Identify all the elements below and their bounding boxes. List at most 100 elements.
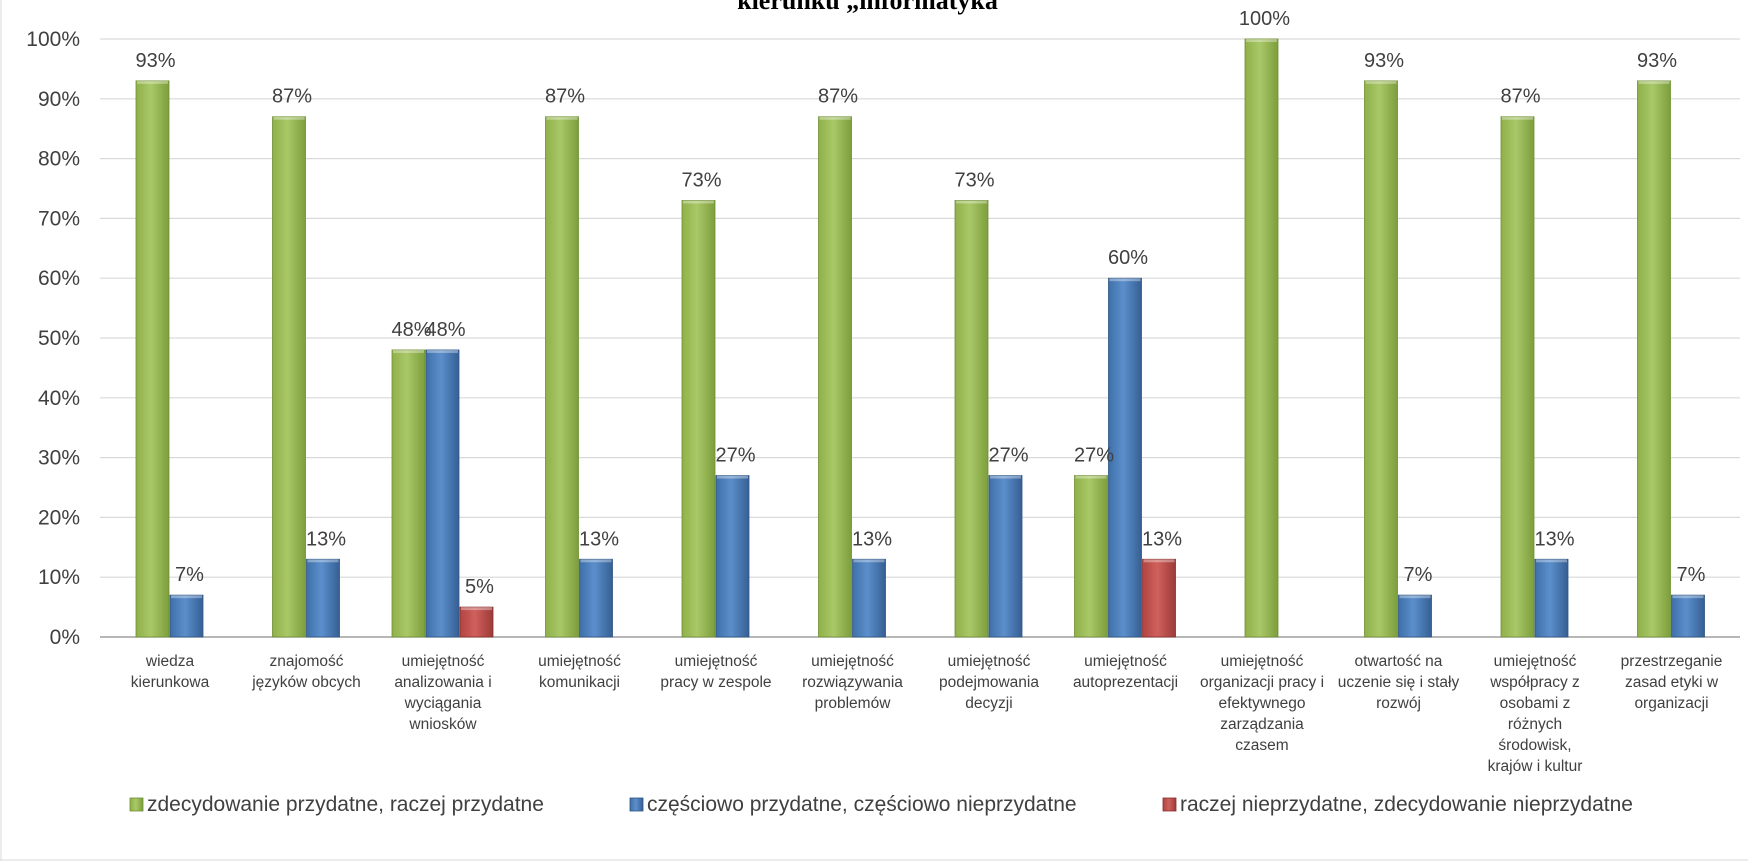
data-label: 87% bbox=[1500, 86, 1540, 108]
bar-series-1 bbox=[1244, 38, 1279, 638]
bar-series-2 bbox=[579, 558, 613, 638]
bar-highlight bbox=[683, 200, 714, 204]
bar-series-2 bbox=[425, 349, 460, 638]
bar-highlight bbox=[137, 80, 168, 84]
bar-highlight bbox=[956, 200, 987, 204]
legend-label-2: częściowo przydatne, częściowo nieprzyda… bbox=[647, 793, 1077, 816]
y-tick-label: 30% bbox=[38, 447, 80, 470]
data-label: 7% bbox=[1404, 564, 1433, 586]
bar-series-1 bbox=[954, 200, 989, 638]
labels-layer: 93% 7% wiedza kierunkowa 87% 13% znajomość języ… bbox=[131, 8, 1723, 775]
y-tick-label: 20% bbox=[38, 506, 80, 529]
legend-label-3: raczej nieprzydatne, zdecydowanie nieprz… bbox=[1180, 793, 1633, 816]
data-label: 13% bbox=[306, 528, 346, 550]
y-tick-label: 70% bbox=[38, 207, 80, 230]
data-label: 87% bbox=[272, 86, 312, 108]
bar-series-2 bbox=[1671, 594, 1705, 638]
bar-highlight bbox=[427, 349, 458, 353]
legend-label-1: zdecydowanie przydatne, raczej przydatne bbox=[147, 793, 544, 816]
bar-series-1 bbox=[818, 116, 852, 638]
data-label: 5% bbox=[465, 576, 494, 598]
category-label: umiejętność rozwiązywania problemów bbox=[802, 653, 903, 712]
data-label: 93% bbox=[1364, 50, 1404, 72]
bar-highlight bbox=[461, 607, 492, 611]
y-tick-label: 40% bbox=[38, 387, 80, 410]
bar-series-2 bbox=[1108, 277, 1142, 638]
category-label: umiejętność komunikacji bbox=[538, 653, 621, 691]
y-tick-label: 60% bbox=[38, 267, 80, 290]
category-label: przestrzeganie zasad etyki w organizacji bbox=[1621, 653, 1723, 712]
bar-series-2 bbox=[306, 558, 340, 638]
bar-highlight bbox=[273, 116, 305, 120]
category-label: wiedza kierunkowa bbox=[131, 653, 210, 691]
chart-title: kierunku „informatyka” bbox=[737, 0, 1011, 15]
bar-highlight bbox=[1502, 116, 1533, 120]
data-label: 93% bbox=[135, 50, 175, 72]
bar-series-1 bbox=[1074, 475, 1108, 638]
bars-layer bbox=[135, 38, 1705, 638]
data-label: 13% bbox=[1142, 528, 1182, 550]
data-label: 13% bbox=[852, 528, 892, 550]
data-label: 27% bbox=[715, 445, 755, 467]
category-label: otwartość na uczenie się i stały rozwój bbox=[1338, 653, 1460, 712]
category-label: znajomość języków obcych bbox=[251, 653, 361, 691]
category-label: umiejętność współpracy z osobami z różnych ś… bbox=[1488, 653, 1583, 775]
data-label: 73% bbox=[681, 169, 721, 191]
bar-highlight bbox=[1672, 595, 1704, 599]
category-label: umiejętność podejmowania decyzji bbox=[939, 653, 1039, 712]
bar-series-2 bbox=[852, 558, 886, 638]
bar-series-2 bbox=[169, 594, 204, 638]
bar-series-1 bbox=[1364, 80, 1398, 638]
bar-series-2 bbox=[1398, 594, 1432, 638]
category-label: umiejętność analizowania i wyciągania wnios… bbox=[394, 653, 491, 733]
bar-series-2 bbox=[1534, 558, 1569, 638]
bar-series-2 bbox=[988, 475, 1023, 638]
data-label: 7% bbox=[175, 564, 204, 586]
bar-series-1 bbox=[1500, 116, 1535, 638]
bar-series-1 bbox=[391, 349, 426, 638]
bar-highlight bbox=[717, 475, 748, 479]
y-tick-label: 100% bbox=[26, 28, 80, 51]
bar-highlight bbox=[546, 116, 578, 120]
data-label: 73% bbox=[954, 169, 994, 191]
bar-series-1 bbox=[681, 200, 716, 638]
legend-swatch-2 bbox=[629, 797, 644, 812]
bar-highlight bbox=[990, 475, 1021, 479]
data-label: 60% bbox=[1108, 247, 1148, 269]
data-label: 7% bbox=[1677, 564, 1706, 586]
bar-highlight bbox=[1075, 475, 1107, 479]
bar-highlight bbox=[393, 349, 424, 353]
bar-highlight bbox=[1109, 278, 1141, 282]
y-tick-label: 10% bbox=[38, 566, 80, 589]
data-label: 48% bbox=[425, 319, 465, 341]
bar-highlight bbox=[1143, 559, 1175, 563]
bar-highlight bbox=[853, 559, 885, 563]
data-label: 93% bbox=[1637, 50, 1677, 72]
bar-highlight bbox=[819, 116, 851, 120]
bar-series-3 bbox=[1142, 558, 1176, 638]
bar-highlight bbox=[307, 559, 339, 563]
bar-series-3 bbox=[459, 606, 494, 638]
category-label: umiejętność pracy w zespole bbox=[660, 653, 771, 691]
data-label: 13% bbox=[579, 528, 619, 550]
data-label: 100% bbox=[1239, 8, 1290, 30]
y-tick-label: 0% bbox=[50, 626, 80, 649]
bar-series-1 bbox=[135, 80, 170, 638]
category-label: umiejętność autoprezentacji bbox=[1073, 653, 1178, 691]
bar-highlight bbox=[580, 559, 612, 563]
y-tick-label: 50% bbox=[38, 327, 80, 350]
y-tick-label: 80% bbox=[38, 148, 80, 171]
data-label: 87% bbox=[818, 86, 858, 108]
legend-swatch-3 bbox=[1162, 797, 1177, 812]
bar-series-1 bbox=[272, 116, 306, 638]
bar-series-1 bbox=[1637, 80, 1671, 638]
bar-highlight bbox=[1246, 39, 1277, 42]
bar-series-2 bbox=[715, 475, 750, 638]
data-label: 13% bbox=[1534, 528, 1574, 550]
bar-series-1 bbox=[545, 116, 579, 638]
bar-highlight bbox=[1365, 80, 1397, 84]
bar-highlight bbox=[1536, 559, 1567, 563]
